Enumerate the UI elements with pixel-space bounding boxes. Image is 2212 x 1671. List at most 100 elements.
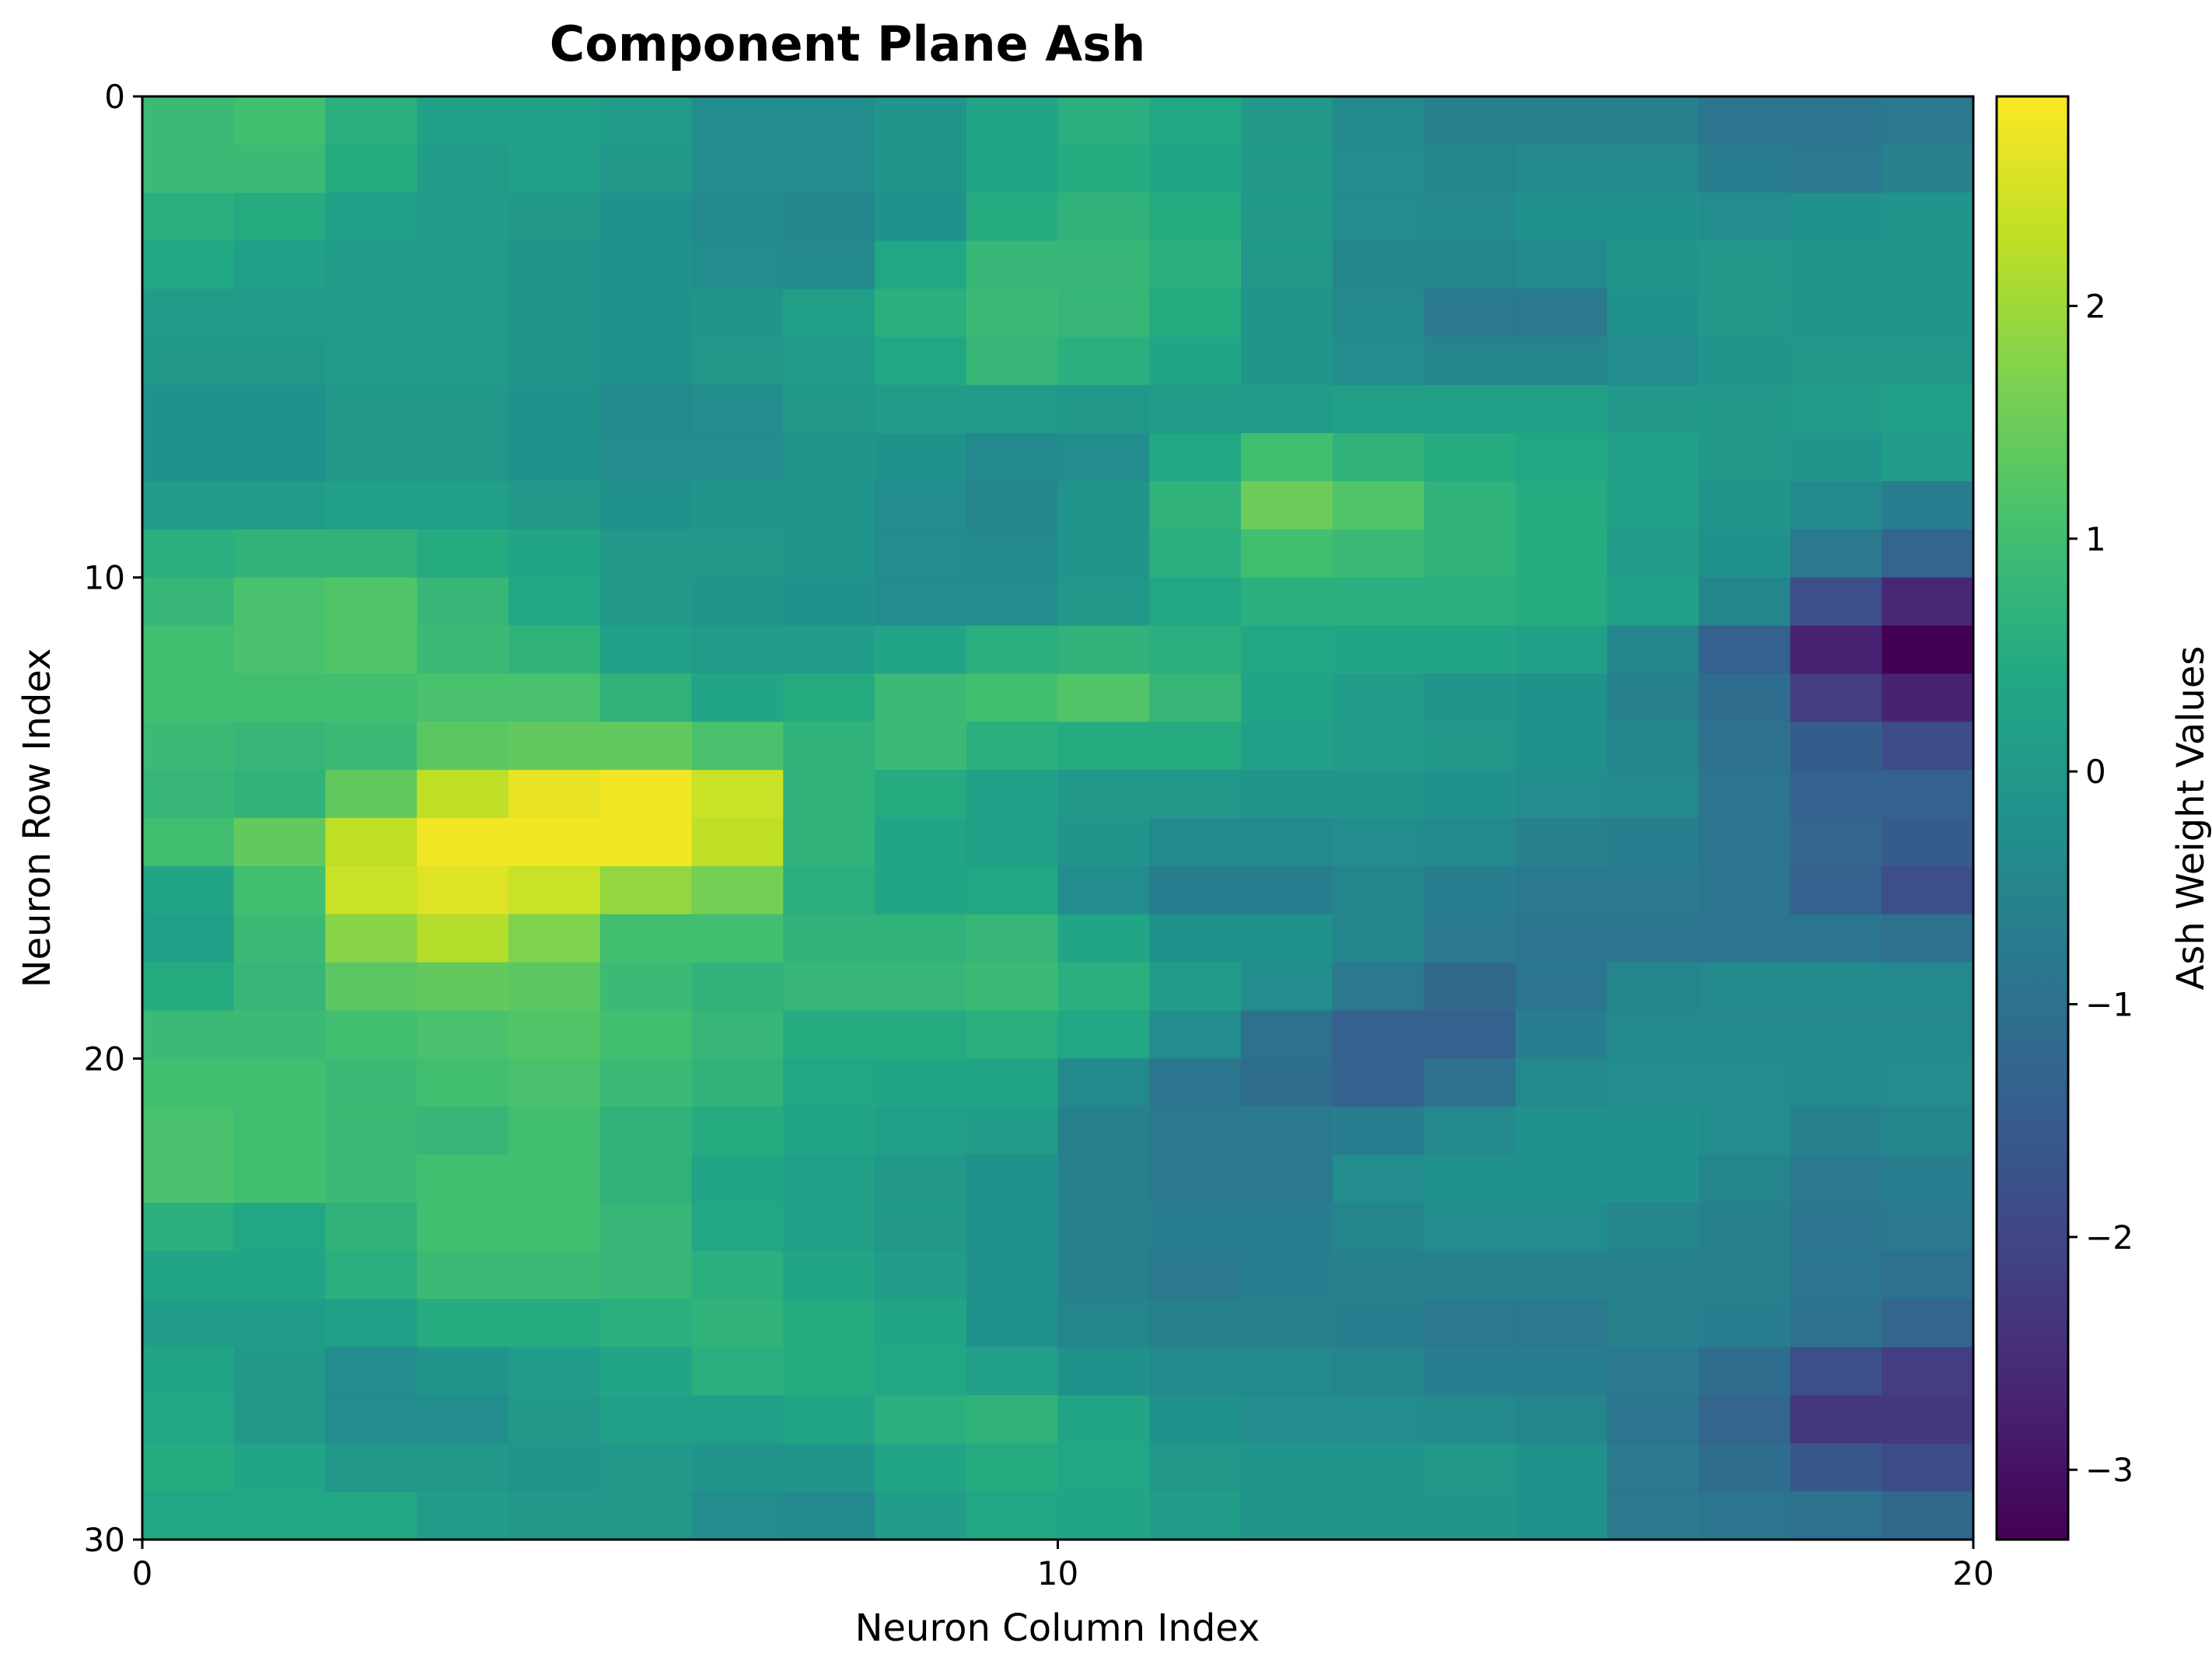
heatmap-cell xyxy=(783,770,875,819)
heatmap-cell xyxy=(783,288,875,337)
heatmap-cell xyxy=(875,1443,967,1492)
heatmap-cell xyxy=(1607,673,1700,722)
heatmap-cell xyxy=(142,1202,235,1252)
heatmap-cell xyxy=(417,1155,509,1204)
heatmap-cell xyxy=(417,288,509,337)
heatmap-cell xyxy=(1882,1250,1974,1300)
heatmap-cell xyxy=(1790,1010,1882,1059)
heatmap-cell xyxy=(1424,1058,1516,1107)
colorbar-tick-label: 0 xyxy=(2085,753,2106,791)
heatmap-cell xyxy=(1882,144,1974,194)
heatmap-cell xyxy=(691,770,784,819)
heatmap-cell xyxy=(142,337,235,386)
heatmap-cell xyxy=(1607,914,1700,963)
heatmap-cell xyxy=(142,529,235,579)
heatmap-cell xyxy=(966,144,1059,194)
heatmap-cell xyxy=(325,1299,418,1348)
heatmap-cell xyxy=(1149,144,1242,194)
heatmap-cell xyxy=(142,385,235,434)
heatmap-cell xyxy=(1607,192,1700,242)
heatmap-cell xyxy=(1790,144,1882,194)
heatmap-cell xyxy=(1607,1106,1700,1155)
heatmap-cell xyxy=(783,96,875,145)
heatmap-cell xyxy=(1424,770,1516,819)
heatmap-cell xyxy=(142,1347,235,1396)
heatmap-cell xyxy=(1149,914,1242,963)
heatmap-cell xyxy=(233,144,327,194)
heatmap-cell xyxy=(1515,1155,1608,1204)
heatmap-cell xyxy=(233,625,327,674)
colorbar-label: Ash Weight Values xyxy=(2169,646,2212,991)
heatmap-cell xyxy=(142,144,235,194)
heatmap-cell xyxy=(508,865,601,915)
heatmap-cell xyxy=(783,481,875,530)
heatmap-cell xyxy=(1241,770,1333,819)
heatmap-cell xyxy=(1332,288,1425,337)
heatmap-cell xyxy=(1790,240,1882,290)
heatmap-cell xyxy=(417,385,509,434)
x-tick-label: 20 xyxy=(1952,1554,1994,1592)
heatmap-cell xyxy=(1790,1202,1882,1252)
heatmap-cell xyxy=(417,337,509,386)
heatmap-cell xyxy=(1698,433,1791,482)
heatmap-cell xyxy=(1149,818,1242,867)
heatmap-cell xyxy=(1607,577,1700,627)
heatmap-cell xyxy=(1698,1155,1791,1204)
heatmap-cell xyxy=(875,240,967,290)
heatmap-cell xyxy=(783,1395,875,1444)
heatmap-cell xyxy=(325,722,418,771)
heatmap-cell xyxy=(1057,1155,1150,1204)
heatmap-cell xyxy=(1698,481,1791,530)
heatmap-cell xyxy=(508,1058,601,1107)
heatmap-cell xyxy=(875,1299,967,1348)
heatmap-cell xyxy=(1698,288,1791,337)
heatmap-cell xyxy=(875,288,967,337)
heatmap-cell xyxy=(691,625,784,674)
heatmap-cell xyxy=(1698,1395,1791,1444)
heatmap-cell xyxy=(417,240,509,290)
heatmap-cell xyxy=(966,818,1059,867)
heatmap-cell xyxy=(1241,1106,1333,1155)
heatmap-cell xyxy=(783,1347,875,1396)
heatmap-cell xyxy=(1057,337,1150,386)
heatmap-cell xyxy=(783,529,875,579)
heatmap-cell xyxy=(1882,1299,1974,1348)
heatmap-cell xyxy=(1241,1155,1333,1204)
heatmap-cell xyxy=(966,1250,1059,1300)
y-tick-label: 0 xyxy=(104,78,125,116)
heatmap-cell xyxy=(142,962,235,1012)
x-tick-label: 10 xyxy=(1037,1554,1078,1592)
heatmap-cell xyxy=(875,1250,967,1300)
heatmap-cell xyxy=(1882,96,1974,145)
heatmap-cell xyxy=(1790,962,1882,1012)
heatmap-cell xyxy=(875,962,967,1012)
heatmap-cell xyxy=(1424,96,1516,145)
heatmap-cell xyxy=(233,577,327,627)
heatmap-cell xyxy=(325,1202,418,1252)
y-axis: 0 10 20 30 xyxy=(84,78,142,1559)
heatmap-cell xyxy=(599,1443,693,1492)
heatmap-cell xyxy=(1698,1491,1791,1540)
heatmap-cell xyxy=(1057,288,1150,337)
heatmap-cell xyxy=(691,529,784,579)
heatmap-cell xyxy=(1698,529,1791,579)
heatmap-cell xyxy=(1607,722,1700,771)
colorbar-axis: 2 1 0 −1 −2 −3 xyxy=(2068,287,2133,1489)
heatmap-cell xyxy=(875,673,967,722)
heatmap-cell xyxy=(1057,1491,1150,1540)
heatmap-cell xyxy=(783,192,875,242)
heatmap-cell xyxy=(783,577,875,627)
heatmap-cell xyxy=(1515,1010,1608,1059)
heatmap-cell xyxy=(783,385,875,434)
heatmap-cell xyxy=(1332,962,1425,1012)
heatmap-cell xyxy=(142,1155,235,1204)
heatmap-cell xyxy=(1241,96,1333,145)
heatmap-cell xyxy=(233,673,327,722)
colorbar-tick-label: −3 xyxy=(2085,1451,2133,1489)
heatmap-cell xyxy=(1607,529,1700,579)
heatmap-cell xyxy=(599,865,693,915)
heatmap-cell xyxy=(1882,1202,1974,1252)
heatmap-cell xyxy=(1607,385,1700,434)
heatmap-cell xyxy=(1882,914,1974,963)
